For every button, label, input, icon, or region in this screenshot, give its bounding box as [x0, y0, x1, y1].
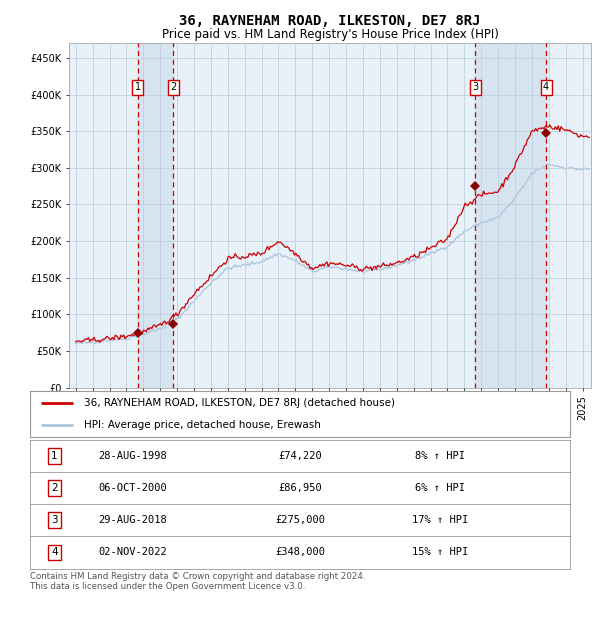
Text: 28-AUG-1998: 28-AUG-1998	[98, 451, 167, 461]
Text: 36, RAYNEHAM ROAD, ILKESTON, DE7 8RJ (detached house): 36, RAYNEHAM ROAD, ILKESTON, DE7 8RJ (de…	[84, 398, 395, 408]
Text: £275,000: £275,000	[275, 515, 325, 525]
Text: £74,220: £74,220	[278, 451, 322, 461]
Bar	[475, 43, 546, 388]
Text: 6% ↑ HPI: 6% ↑ HPI	[415, 483, 466, 493]
Text: Contains HM Land Registry data © Crown copyright and database right 2024.
This d: Contains HM Land Registry data © Crown c…	[30, 572, 365, 591]
Text: 3: 3	[51, 515, 58, 525]
Text: 1: 1	[134, 82, 140, 92]
Text: 29-AUG-2018: 29-AUG-2018	[98, 515, 167, 525]
Text: 15% ↑ HPI: 15% ↑ HPI	[412, 547, 469, 557]
Bar	[137, 43, 173, 388]
Text: 2: 2	[170, 82, 176, 92]
Text: 1: 1	[51, 451, 58, 461]
Text: 4: 4	[543, 82, 549, 92]
Text: HPI: Average price, detached house, Erewash: HPI: Average price, detached house, Erew…	[84, 420, 321, 430]
Text: 8% ↑ HPI: 8% ↑ HPI	[415, 451, 466, 461]
Text: 02-NOV-2022: 02-NOV-2022	[98, 547, 167, 557]
Text: 17% ↑ HPI: 17% ↑ HPI	[412, 515, 469, 525]
Text: 2: 2	[51, 483, 58, 493]
Text: Price paid vs. HM Land Registry's House Price Index (HPI): Price paid vs. HM Land Registry's House …	[161, 28, 499, 41]
Text: 36, RAYNEHAM ROAD, ILKESTON, DE7 8RJ: 36, RAYNEHAM ROAD, ILKESTON, DE7 8RJ	[179, 14, 481, 28]
Text: £86,950: £86,950	[278, 483, 322, 493]
Text: £348,000: £348,000	[275, 547, 325, 557]
Text: 3: 3	[472, 82, 479, 92]
Text: 4: 4	[51, 547, 58, 557]
Text: 06-OCT-2000: 06-OCT-2000	[98, 483, 167, 493]
